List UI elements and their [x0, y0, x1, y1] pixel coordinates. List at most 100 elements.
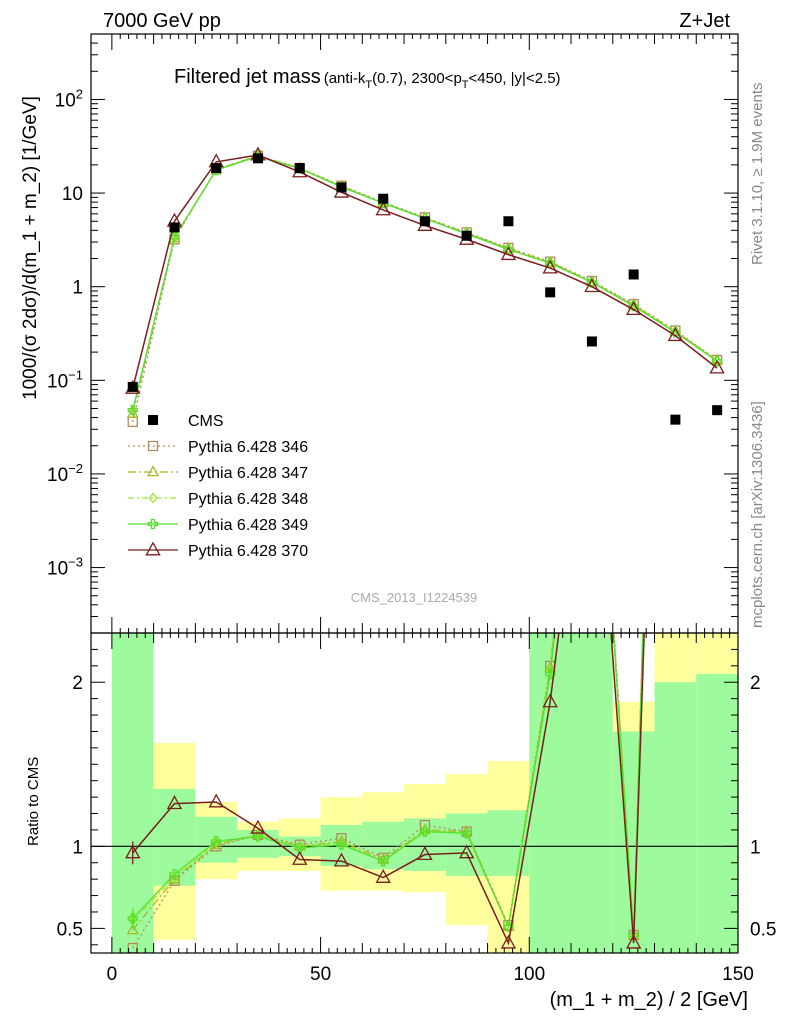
y-tick-label: 10 — [62, 184, 83, 205]
ratio-series — [125, 291, 724, 953]
ratio-point — [711, 544, 724, 556]
legend-marker — [148, 492, 158, 504]
series-2 — [126, 149, 724, 418]
axes: 10−3 10−2 10−1 1 10 102 0 50 100 150 0.5 0.5 1 1 2 2 — [47, 33, 776, 985]
plot-title: Filtered jet mass (anti-kT(0.7), 2300<pT<… — [174, 66, 561, 91]
ratio-y-tick-label: 2 — [72, 673, 83, 694]
series-point — [584, 278, 600, 293]
bottom-frame — [90, 632, 739, 954]
ratio-point — [588, 300, 595, 309]
x-tick-label: 100 — [513, 964, 545, 985]
cms-point — [294, 163, 305, 174]
series-line — [132, 155, 718, 411]
series-point — [542, 259, 558, 274]
cms-point — [419, 216, 430, 227]
ratio-point — [211, 836, 222, 847]
legend-item-2: Pythia 6.428 347 — [128, 465, 308, 482]
inner-band — [237, 829, 279, 858]
plot-title-sub-t2: T — [462, 79, 469, 91]
ratio-y-tick-label: 0.5 — [57, 919, 83, 940]
ratio-point — [294, 842, 305, 854]
legend-marker — [147, 518, 159, 530]
ratio-point — [625, 934, 642, 949]
ratio-point — [250, 819, 266, 834]
ratio-y-tick-label-right: 2 — [750, 673, 761, 694]
legend-label: Pythia 6.428 347 — [188, 465, 308, 482]
cms-point — [670, 414, 681, 425]
ratio-point — [420, 824, 430, 836]
ratio-point — [126, 923, 139, 935]
cms-point — [586, 336, 597, 347]
rivet-label: Rivet 3.1.10, ≥ 1.9M events — [749, 83, 766, 266]
ratio-point — [460, 824, 473, 836]
series-point — [128, 405, 138, 417]
legend: CMS Pythia 6.428 346 Pythia 6.428 347 Pythi… — [128, 413, 308, 560]
ratio-point — [127, 913, 138, 924]
y-tick-label: 1 — [72, 278, 83, 299]
inner-band — [654, 682, 697, 953]
y-tick-label: 102 — [55, 86, 83, 111]
legend-item-4: Pythia 6.428 349 — [128, 517, 308, 534]
cms-point — [545, 287, 556, 298]
top-ylabel: 1000/(σ 2dσ)/d(m_1 + m_2) [1/GeV] — [20, 96, 41, 400]
series-3 — [128, 150, 722, 417]
plot-title-sub-mid: (0.7), 2300<p — [372, 70, 462, 87]
inner-band — [529, 633, 572, 953]
mcplots-label: mcplots.cern.ch [arXiv:1306.3436] — [749, 401, 766, 628]
top-series — [125, 146, 725, 428]
ratio-point — [252, 831, 264, 842]
energy-label: 7000 GeV pp — [103, 10, 221, 32]
series-line — [132, 155, 718, 412]
series-point — [586, 277, 598, 288]
ratio-point — [333, 852, 350, 867]
ratio-point — [545, 668, 556, 680]
cms-point — [252, 153, 263, 164]
ratio-line — [132, 633, 645, 946]
cms-point — [628, 269, 639, 280]
series-1 — [127, 150, 723, 428]
ratio-point — [542, 693, 558, 708]
legend-marker — [145, 541, 161, 556]
x-tick-label: 0 — [107, 964, 118, 985]
ratio-point — [503, 921, 514, 932]
ratio-point — [712, 447, 722, 456]
ratio-point — [169, 869, 180, 880]
ratio-point — [714, 456, 721, 465]
inner-band — [111, 633, 154, 953]
y-tick-label: 10−1 — [47, 367, 83, 392]
legend-marker — [147, 440, 159, 452]
ratio-point — [713, 448, 722, 457]
analysis-label: CMS_2013_I1224539 — [351, 590, 478, 605]
ratio-series-4 — [127, 633, 644, 941]
ratio-point — [417, 845, 433, 860]
cms-point — [127, 381, 138, 392]
plot-title-sub-end: <450, |y|<2.5) — [469, 70, 561, 87]
ratio-point — [295, 840, 305, 852]
y-tick-label: 10−2 — [47, 461, 83, 486]
ratio-point — [458, 844, 475, 859]
cms-point — [461, 230, 472, 241]
inner-band — [571, 633, 613, 953]
ratio-point — [461, 828, 472, 839]
process-label: Z+Jet — [679, 10, 730, 32]
ratio-point — [336, 839, 347, 850]
cms-point — [336, 182, 347, 193]
legend-item-cms: CMS — [148, 413, 224, 430]
ratio-point — [587, 291, 597, 300]
ratio-point — [166, 795, 183, 810]
series-line — [132, 155, 718, 422]
ratio-point — [585, 363, 598, 375]
legend-marker — [146, 465, 160, 477]
cms-point — [169, 222, 180, 233]
cms-point — [378, 193, 389, 204]
series-point — [169, 231, 180, 243]
series-point — [625, 300, 642, 315]
legend-marker — [148, 415, 158, 425]
legend-label: CMS — [188, 413, 224, 430]
ratio-point — [419, 826, 431, 837]
ratio-point — [208, 793, 224, 808]
series-point — [709, 359, 725, 374]
ratio-y-tick-label-right: 1 — [750, 837, 761, 858]
ratio-series-5 — [125, 363, 724, 949]
